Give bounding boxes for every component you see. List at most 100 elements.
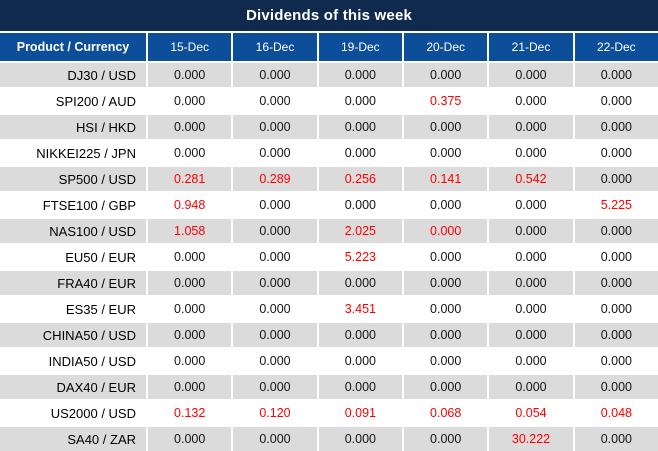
row-label: EU50 / EUR [0,245,146,269]
dividend-value: 0.000 [233,427,317,451]
dividend-value: 0.000 [233,297,317,321]
dividend-value: 0.000 [489,375,573,399]
dividend-value: 0.000 [489,115,573,139]
dividend-value: 0.256 [318,167,402,191]
dividend-value: 0.000 [233,245,317,269]
dividend-value: 0.000 [148,349,232,373]
column-header-date: 20-Dec [404,33,488,61]
dividend-value: 0.000 [574,245,658,269]
dividend-value: 0.048 [574,401,658,425]
dividend-value: 0.000 [574,219,658,243]
row-label: FTSE100 / GBP [0,193,146,217]
dividend-value: 0.000 [318,193,402,217]
dividend-value: 0.120 [233,401,317,425]
dividend-value: 0.000 [574,167,658,191]
column-header-date: 15-Dec [148,33,232,61]
column-header-product-currency: Product / Currency [0,33,146,61]
dividend-value: 0.000 [489,141,573,165]
dividend-value: 0.000 [574,271,658,295]
row-label: NAS100 / USD [0,219,146,243]
dividend-value: 0.141 [404,167,488,191]
dividend-value: 3.451 [318,297,402,321]
dividend-value: 0.000 [404,323,488,347]
row-label: US2000 / USD [0,401,146,425]
dividend-value: 0.000 [489,245,573,269]
dividend-value: 0.000 [489,89,573,113]
dividend-value: 0.375 [404,89,488,113]
dividend-value: 0.000 [404,193,488,217]
row-label: ES35 / EUR [0,297,146,321]
dividend-value: 0.000 [318,323,402,347]
dividend-value: 0.000 [318,375,402,399]
dividend-value: 0.000 [404,115,488,139]
dividend-value: 0.000 [404,375,488,399]
dividend-value: 1.058 [148,219,232,243]
row-label: FRA40 / EUR [0,271,146,295]
dividend-value: 0.000 [148,427,232,451]
title-bar: Dividends of this week [0,0,658,33]
dividend-value: 0.000 [318,141,402,165]
dividend-value: 0.000 [318,271,402,295]
dividend-value: 0.000 [404,141,488,165]
dividend-value: 0.000 [233,349,317,373]
row-label: NIKKEI225 / JPN [0,141,146,165]
dividend-value: 0.281 [148,167,232,191]
dividend-value: 0.000 [404,271,488,295]
dividend-value: 0.000 [233,271,317,295]
dividend-value: 0.000 [574,323,658,347]
dividend-value: 0.000 [148,271,232,295]
dividend-value: 0.542 [489,167,573,191]
row-label: SA40 / ZAR [0,427,146,451]
dividend-value: 0.000 [148,115,232,139]
dividend-value: 0.000 [574,141,658,165]
dividend-value: 0.132 [148,401,232,425]
dividend-value: 0.000 [233,141,317,165]
dividend-value: 0.000 [148,297,232,321]
dividends-table: Product / Currency 15-Dec 16-Dec 19-Dec 20-D… [0,33,658,451]
dividend-value: 0.000 [489,63,573,87]
dividend-value: 0.289 [233,167,317,191]
dividend-value: 0.000 [404,427,488,451]
dividend-value: 0.000 [574,115,658,139]
dividend-value: 0.000 [148,375,232,399]
dividend-value: 0.000 [233,219,317,243]
dividend-value: 0.000 [574,89,658,113]
dividend-value: 0.000 [233,193,317,217]
dividend-value: 0.948 [148,193,232,217]
dividend-value: 0.000 [574,63,658,87]
row-label: HSI / HKD [0,115,146,139]
dividend-value: 0.000 [233,323,317,347]
row-label: DAX40 / EUR [0,375,146,399]
dividend-value: 0.000 [404,63,488,87]
dividend-value: 0.000 [489,219,573,243]
dividend-value: 0.000 [404,297,488,321]
dividend-value: 0.000 [404,349,488,373]
dividend-value: 0.091 [318,401,402,425]
row-label: SPI200 / AUD [0,89,146,113]
dividend-value: 0.068 [404,401,488,425]
column-header-date: 16-Dec [233,33,317,61]
dividend-value: 0.000 [489,297,573,321]
dividend-value: 0.000 [148,323,232,347]
dividend-value: 0.000 [574,349,658,373]
dividend-value: 0.000 [233,89,317,113]
row-label: SP500 / USD [0,167,146,191]
column-header-date: 21-Dec [489,33,573,61]
dividend-value: 0.000 [233,115,317,139]
row-label: CHINA50 / USD [0,323,146,347]
dividend-value: 0.000 [233,375,317,399]
widget-title: Dividends of this week [245,7,413,24]
dividend-value: 0.000 [489,193,573,217]
dividend-value: 2.025 [318,219,402,243]
dividend-value: 0.000 [318,89,402,113]
dividend-value: 0.000 [404,219,488,243]
dividend-value: 0.000 [574,427,658,451]
dividend-value: 0.000 [148,245,232,269]
dividend-value: 5.223 [318,245,402,269]
dividend-value: 0.000 [148,63,232,87]
dividend-value: 0.000 [489,271,573,295]
dividend-value: 0.000 [574,375,658,399]
row-label: DJ30 / USD [0,63,146,87]
dividend-value: 0.000 [489,349,573,373]
